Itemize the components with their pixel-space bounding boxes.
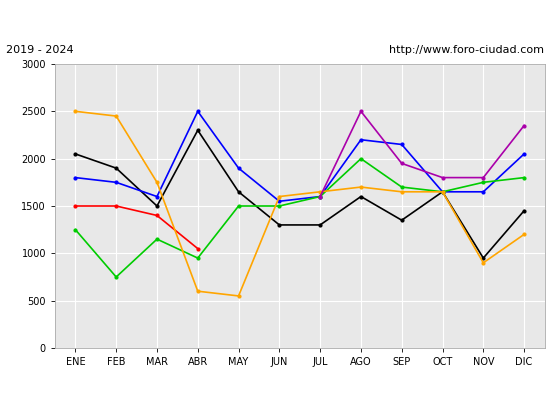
2021 bbox=[358, 156, 364, 161]
2024 bbox=[195, 246, 201, 251]
Line: 2020: 2020 bbox=[74, 110, 525, 297]
Line: 2024: 2024 bbox=[74, 205, 199, 250]
2022 bbox=[72, 175, 79, 180]
2022 bbox=[317, 194, 323, 199]
2023 bbox=[72, 152, 79, 156]
2023 bbox=[398, 218, 405, 222]
2021 bbox=[439, 189, 446, 194]
2020 bbox=[153, 180, 160, 185]
2024 bbox=[72, 204, 79, 208]
2023 bbox=[358, 194, 364, 199]
Text: http://www.foro-ciudad.com: http://www.foro-ciudad.com bbox=[389, 45, 544, 55]
Line: 2022: 2022 bbox=[74, 110, 525, 203]
2023 bbox=[276, 222, 283, 227]
Text: 2019 - 2024: 2019 - 2024 bbox=[6, 45, 73, 55]
2022 bbox=[521, 152, 527, 156]
2020 bbox=[276, 194, 283, 199]
2019 bbox=[358, 109, 364, 114]
2022 bbox=[398, 142, 405, 147]
2020 bbox=[113, 114, 119, 118]
2022 bbox=[113, 180, 119, 185]
2021 bbox=[521, 175, 527, 180]
2023 bbox=[317, 222, 323, 227]
Line: 2021: 2021 bbox=[74, 157, 525, 278]
2022 bbox=[358, 137, 364, 142]
2021 bbox=[317, 194, 323, 199]
2020 bbox=[480, 260, 487, 265]
2019 bbox=[521, 123, 527, 128]
2020 bbox=[317, 189, 323, 194]
2019 bbox=[480, 175, 487, 180]
2022 bbox=[235, 166, 242, 170]
2023 bbox=[113, 166, 119, 170]
2023 bbox=[521, 208, 527, 213]
2021 bbox=[72, 227, 79, 232]
2020 bbox=[439, 189, 446, 194]
2021 bbox=[480, 180, 487, 185]
2022 bbox=[195, 109, 201, 114]
2021 bbox=[113, 274, 119, 279]
2019 bbox=[317, 194, 323, 199]
2022 bbox=[153, 194, 160, 199]
2023 bbox=[195, 128, 201, 133]
2021 bbox=[195, 256, 201, 260]
2023 bbox=[480, 256, 487, 260]
Line: 2019: 2019 bbox=[319, 110, 525, 198]
2020 bbox=[358, 185, 364, 190]
Text: Evolucion Nº Turistas Nacionales en el municipio de Alcálá del Valle: Evolucion Nº Turistas Nacionales en el m… bbox=[21, 12, 529, 24]
2021 bbox=[276, 204, 283, 208]
2022 bbox=[480, 189, 487, 194]
2020 bbox=[398, 189, 405, 194]
2019 bbox=[439, 175, 446, 180]
2023 bbox=[153, 204, 160, 208]
2019 bbox=[398, 161, 405, 166]
2024 bbox=[153, 213, 160, 218]
Line: 2023: 2023 bbox=[74, 129, 525, 260]
2023 bbox=[439, 189, 446, 194]
2020 bbox=[195, 289, 201, 294]
2021 bbox=[153, 237, 160, 242]
2022 bbox=[276, 199, 283, 204]
2024 bbox=[113, 204, 119, 208]
2021 bbox=[398, 185, 405, 190]
2021 bbox=[235, 204, 242, 208]
2020 bbox=[72, 109, 79, 114]
2020 bbox=[521, 232, 527, 237]
2022 bbox=[439, 189, 446, 194]
2023 bbox=[235, 189, 242, 194]
2020 bbox=[235, 294, 242, 298]
